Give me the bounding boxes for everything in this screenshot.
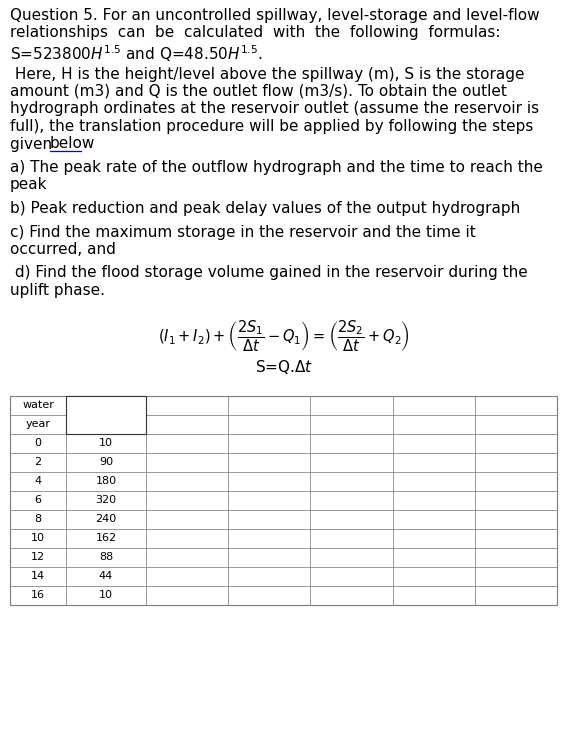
Text: hydrograph ordinates at the reservoir outlet (assume the reservoir is: hydrograph ordinates at the reservoir ou… <box>10 101 539 116</box>
Bar <box>10 395 557 605</box>
Text: 90: 90 <box>99 457 113 467</box>
Text: below: below <box>50 137 95 151</box>
Text: occurred, and: occurred, and <box>10 242 116 257</box>
Text: 16: 16 <box>31 590 45 600</box>
Text: given: given <box>10 137 57 151</box>
Text: (m$^3$/s): (m$^3$/s) <box>88 415 124 432</box>
Text: Here, H is the height/level above the spillway (m), S is the storage: Here, H is the height/level above the sp… <box>10 67 524 82</box>
Text: water: water <box>22 400 54 410</box>
Text: 4: 4 <box>35 476 41 486</box>
Text: full), the translation procedure will be applied by following the steps: full), the translation procedure will be… <box>10 119 533 134</box>
Text: Question 5. For an uncontrolled spillway, level-storage and level-flow: Question 5. For an uncontrolled spillway… <box>10 8 540 23</box>
Text: 44: 44 <box>99 571 113 581</box>
Text: year: year <box>26 419 51 429</box>
Text: b) Peak reduction and peak delay values of the output hydrograph: b) Peak reduction and peak delay values … <box>10 201 520 216</box>
Text: 162: 162 <box>95 533 116 543</box>
Text: uplift phase.: uplift phase. <box>10 283 105 298</box>
Text: 10: 10 <box>31 533 45 543</box>
Text: amount (m3) and Q is the outlet flow (m3/s). To obtain the outlet: amount (m3) and Q is the outlet flow (m3… <box>10 84 507 99</box>
Text: 8: 8 <box>35 514 41 524</box>
Text: 320: 320 <box>95 495 116 505</box>
Text: 6: 6 <box>35 495 41 505</box>
Text: peak: peak <box>10 178 48 193</box>
Text: $(I_1 + I_2) + \left(\dfrac{2S_1}{\Delta t} - Q_1\right) = \left(\dfrac{2S_2}{\D: $(I_1 + I_2) + \left(\dfrac{2S_1}{\Delta… <box>158 318 410 354</box>
Text: relationships  can  be  calculated  with  the  following  formulas:: relationships can be calculated with the… <box>10 26 500 41</box>
Bar <box>66 395 146 433</box>
Text: 240: 240 <box>95 514 116 524</box>
Text: 0: 0 <box>35 438 41 448</box>
Text: 180: 180 <box>95 476 116 486</box>
Text: 2: 2 <box>35 457 41 467</box>
Text: 14: 14 <box>31 571 45 581</box>
Text: incoming current: incoming current <box>70 400 142 408</box>
Text: 10: 10 <box>99 590 113 600</box>
Text: d) Find the flood storage volume gained in the reservoir during the: d) Find the flood storage volume gained … <box>10 265 528 280</box>
Text: S=Q.$\Delta t$: S=Q.$\Delta t$ <box>255 358 313 376</box>
Text: 12: 12 <box>31 552 45 562</box>
Text: S=523800$H^{1.5}$ and Q=48.50$H^{1.5}$.: S=523800$H^{1.5}$ and Q=48.50$H^{1.5}$. <box>10 43 263 64</box>
Text: 88: 88 <box>99 552 113 562</box>
Text: c) Find the maximum storage in the reservoir and the time it: c) Find the maximum storage in the reser… <box>10 225 476 240</box>
Text: a) The peak rate of the outflow hydrograph and the time to reach the: a) The peak rate of the outflow hydrogra… <box>10 160 543 175</box>
Text: 10: 10 <box>99 438 113 448</box>
